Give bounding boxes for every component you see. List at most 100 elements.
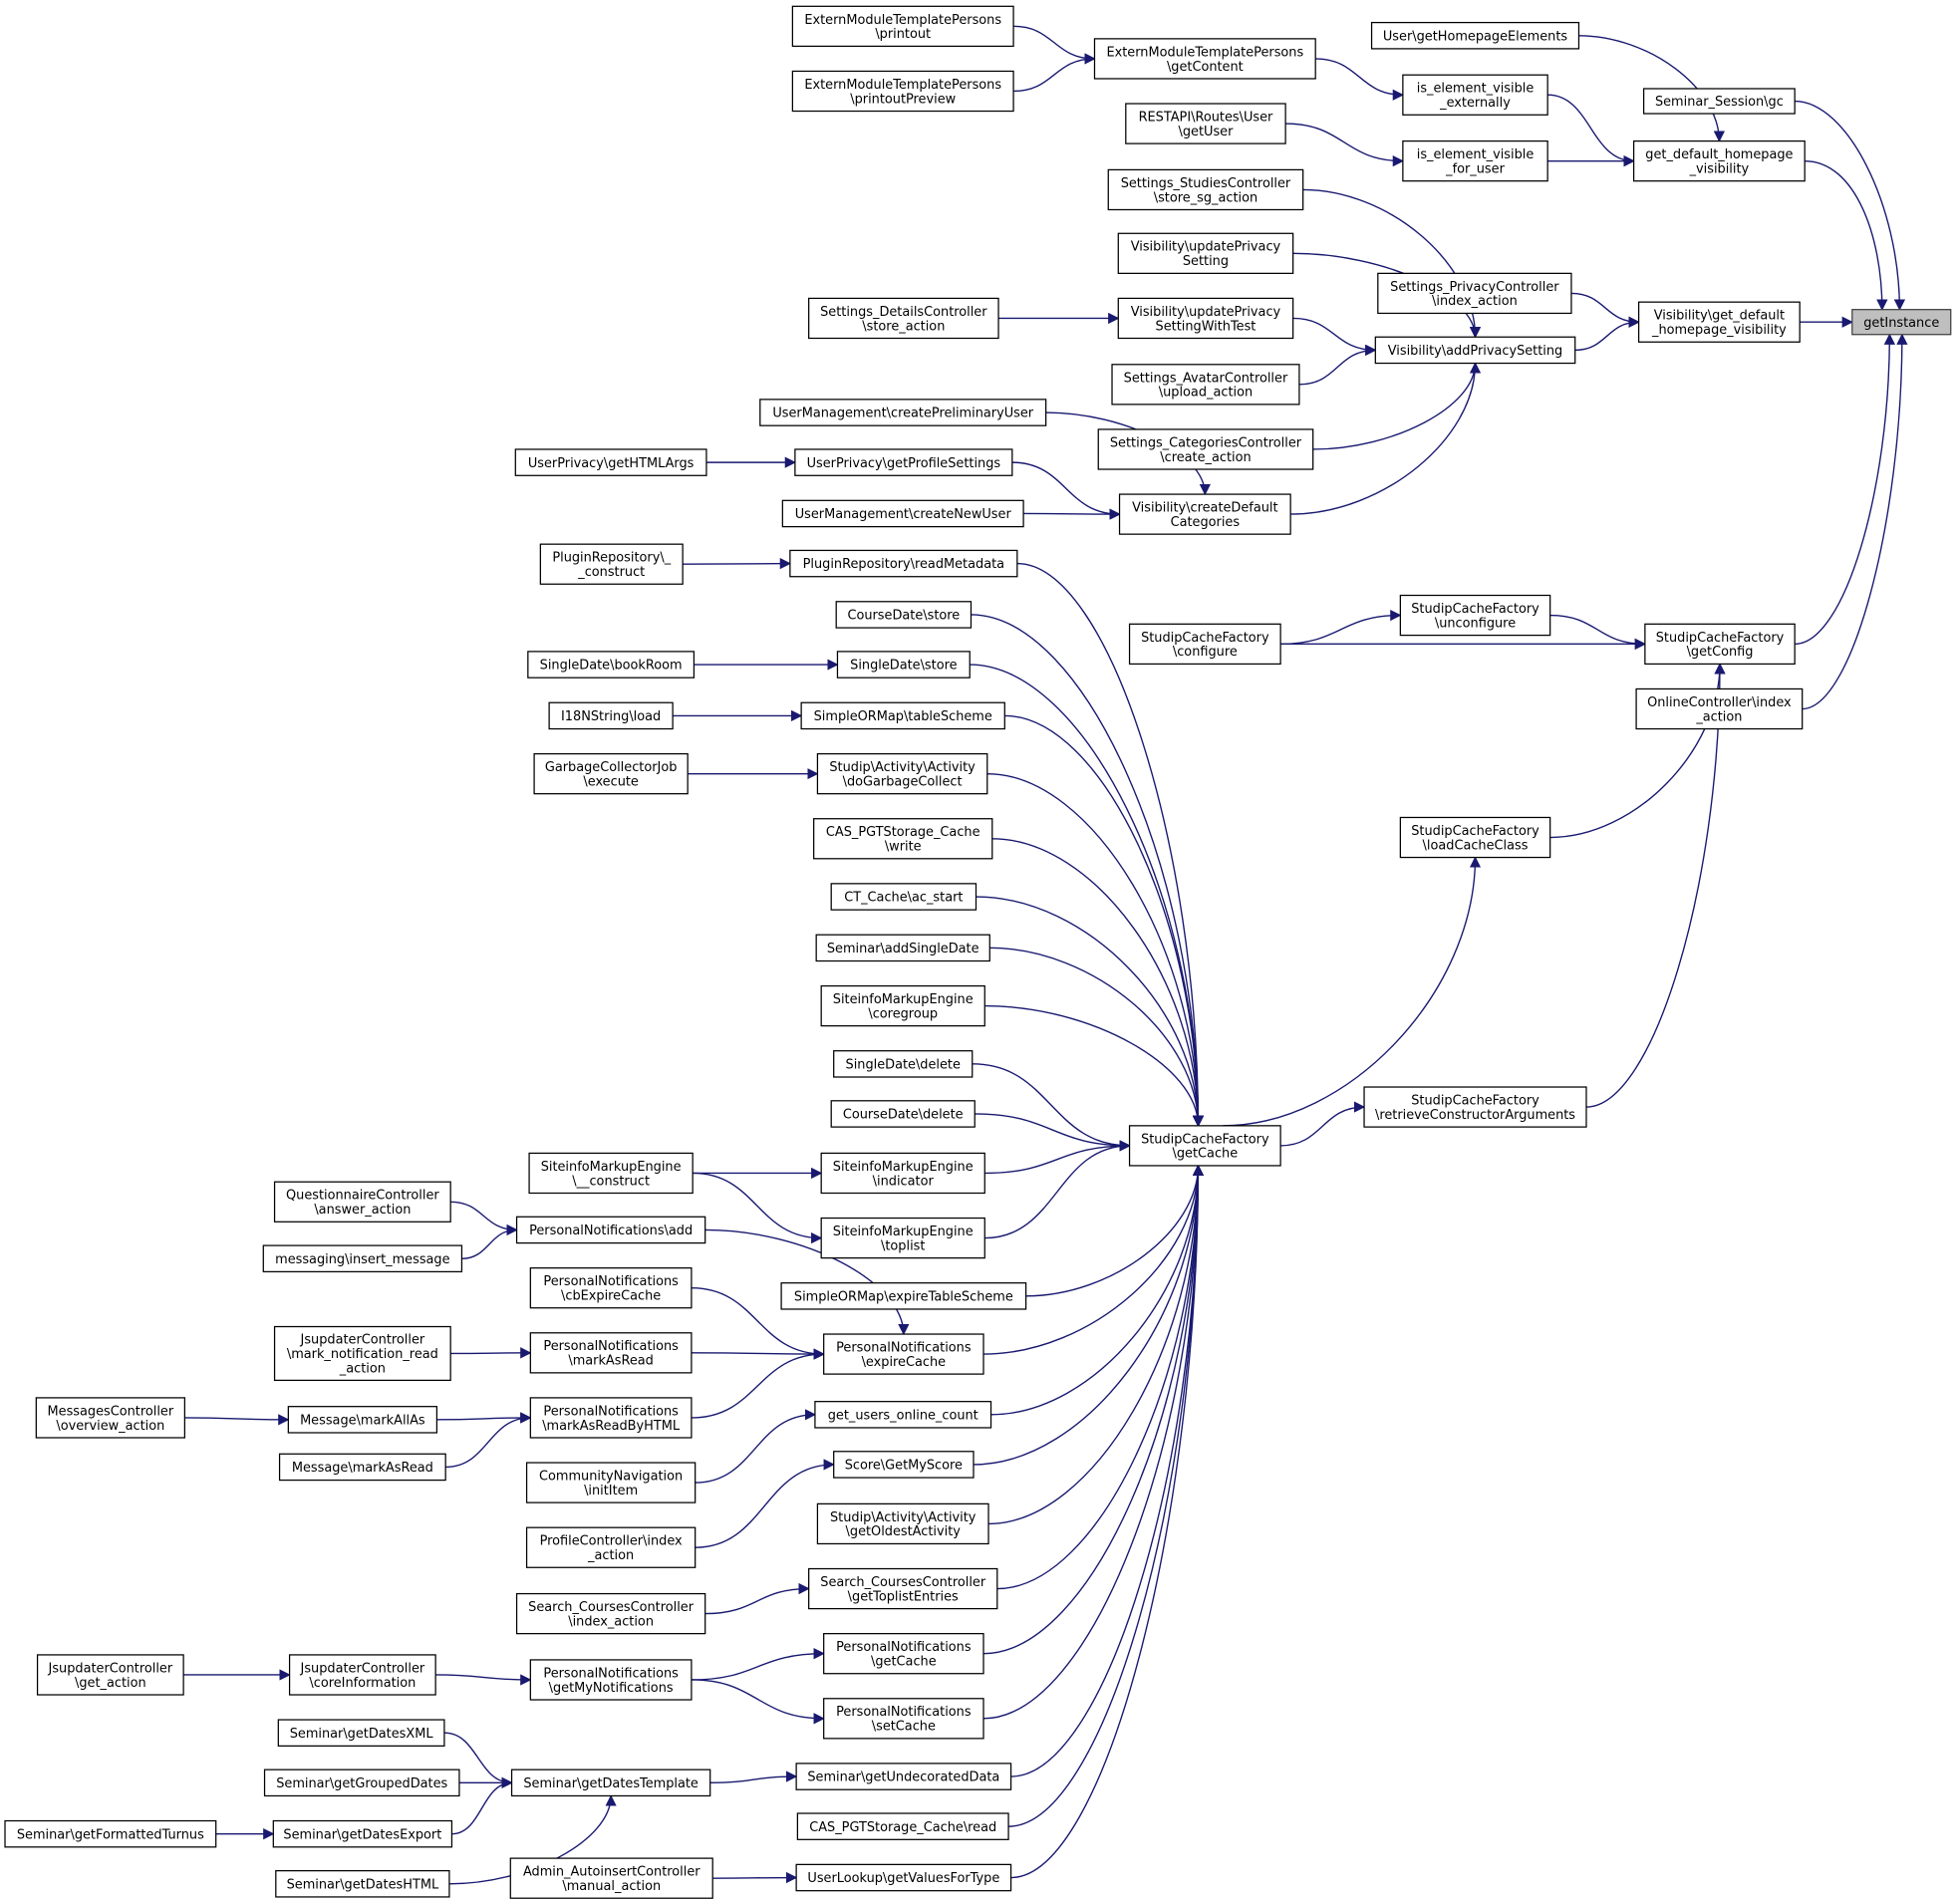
node-usermanagement-createpreliminaryuser[interactable]: UserManagement\createPreliminaryUser [759,399,1047,426]
node-personalnotifications-expirecache[interactable]: PersonalNotifications\expireCache [823,1333,984,1375]
node-label: \markAsReadByHTML [542,1419,681,1434]
node-get-users-online-count[interactable]: get_users_online_count [814,1401,992,1429]
node-label: UserPrivacy\getProfileSettings [807,456,1001,471]
node-personalnotifications-cbexpirecache[interactable]: PersonalNotifications\cbExpireCache [529,1267,693,1309]
node-pluginrepository-construct[interactable]: PluginRepository\__construct [539,543,684,585]
node-studipcachefactory-unconfigure[interactable]: StudipCacheFactory\unconfigure [1399,594,1551,637]
node-get-default-homepage-visibility[interactable]: get_default_homepage_visibility [1632,139,1806,182]
node-box [820,1217,985,1259]
node-admin-autoinsertcontroller-manual-action[interactable]: Admin_AutoinsertController\manual_action [509,1857,713,1899]
node-settings-privacycontroller-index-action[interactable]: Settings_PrivacyController\index_action [1377,272,1572,315]
node-personalnotifications-setcache[interactable]: PersonalNotifications\setCache [823,1698,984,1740]
node-profilecontroller-index-action[interactable]: ProfileController\index_action [525,1526,697,1568]
node-label: Message\markAllAs [300,1413,425,1428]
node-externmoduletemplatepersons-printoutpreview[interactable]: ExternModuleTemplatePersons\printoutPrev… [791,70,1014,113]
node-search-coursescontroller-gettoplistentries[interactable]: Search_CoursesController\getToplistEntri… [808,1567,998,1610]
node-message-markasread[interactable]: Message\markAsRead [278,1453,446,1482]
edge-arrow [1570,292,1640,328]
node-seminar-getgroupeddates[interactable]: Seminar\getGroupedDates [263,1768,460,1797]
node-seminar-getdatesexport[interactable]: Seminar\getDatesExport [272,1819,453,1848]
node-message-markallas[interactable]: Message\markAllAs [287,1406,438,1434]
node-pluginrepository-readmetadata[interactable]: PluginRepository\readMetadata [789,549,1018,578]
node-externmoduletemplatepersons-getcontent[interactable]: ExternModuleTemplatePersons\getContent [1093,38,1316,80]
node-search-coursescontroller-index-action[interactable]: Search_CoursesController\index_action [515,1592,706,1635]
node-simpleormap-expiretablescheme[interactable]: SimpleORMap\expireTableScheme [780,1282,1027,1310]
node-onlinecontroller-index-action[interactable]: OnlineController\index_action [1635,687,1804,730]
node-is-element-visible-for-user[interactable]: is_element_visible_for_user [1402,139,1548,182]
node-box [1117,232,1294,274]
node-questionnairecontroller-answer-action[interactable]: QuestionnaireController\answer_action [273,1181,451,1223]
node-seminar-getformattedturnus[interactable]: Seminar\getFormattedTurnus [4,1819,217,1848]
node-user-gethomepageelements[interactable]: User\getHomepageElements [1370,21,1580,50]
edge-arrow [448,1794,617,1885]
node-settings-avatarcontroller-upload-action[interactable]: Settings_AvatarController\upload_action [1111,364,1300,406]
node-settings-categoriescontroller-create-action[interactable]: Settings_CategoriesController\create_act… [1097,428,1314,470]
node-singledate-store[interactable]: SingleDate\store [836,651,971,679]
node-label: Settings_CategoriesController [1110,435,1302,450]
node-restapi-routes-user-getuser[interactable]: RESTAPI\Routes\User\getUser [1125,103,1286,144]
node-userprivacy-getprofilesettings[interactable]: UserPrivacy\getProfileSettings [794,448,1013,476]
node-garbagecollectorjob-execute[interactable]: GarbageCollectorJob\execute [533,752,689,795]
node-is-element-visible-externally[interactable]: is_element_visible_externally [1402,74,1548,116]
node-ct-cache-ac-start[interactable]: CT_Cache\ac_start [830,883,978,911]
node-visibility-addprivacysetting[interactable]: Visibility\addPrivacySetting [1374,336,1576,365]
node-box [823,1633,984,1675]
node-externmoduletemplatepersons-printout[interactable]: ExternModuleTemplatePersons\printout [791,5,1014,48]
edge-arrow [436,1412,532,1424]
node-visibility-get-default-homepage-visibility[interactable]: Visibility\get_default_homepage_visibili… [1637,301,1801,343]
node-personalnotifications-getmynotifications[interactable]: PersonalNotifications\getMyNotifications [529,1659,693,1701]
node-singledate-bookroom[interactable]: SingleDate\bookRoom [527,651,696,679]
node-jsupdatercontroller-coreinformation[interactable]: JsupdaterController\coreInformation [288,1654,436,1696]
node-userprivacy-gethtmlargs[interactable]: UserPrivacy\getHTMLArgs [514,448,707,476]
node-seminar-session-gc[interactable]: Seminar_Session\gc [1642,88,1796,115]
node-label: JsupdaterController [300,1333,425,1348]
node-i18nstring-load[interactable]: I18NString\load [548,701,674,730]
node-label: Visibility\createDefault [1132,501,1277,516]
node-studipcachefactory-getcache[interactable]: StudipCacheFactory\getCache [1128,1125,1281,1167]
node-personalnotifications-markasread[interactable]: PersonalNotifications\markAsRead [529,1332,693,1374]
node-siteinfomarkupengine-toplist[interactable]: SiteinfoMarkupEngine\toplist [820,1217,985,1259]
node-box [833,1451,975,1479]
node-userlookup-getvaluesfortype[interactable]: UserLookup\getValuesForType [795,1863,1012,1892]
node-seminar-getdatesxml[interactable]: Seminar\getDatesXML [277,1719,445,1747]
node-siteinfomarkupengine-construct[interactable]: SiteinfoMarkupEngine\__construct [528,1152,694,1195]
node-seminar-getdatestemplate[interactable]: Seminar\getDatesTemplate [510,1768,711,1797]
node-coursedate-store[interactable]: CourseDate\store [835,601,973,629]
edge-arrow [1011,461,1121,520]
node-siteinfomarkupengine-indicator[interactable]: SiteinfoMarkupEngine\indicator [820,1152,985,1195]
node-studipcachefactory-configure[interactable]: StudipCacheFactory\configure [1128,623,1281,666]
node-label: UserManagement\createNewUser [795,507,1012,522]
node-score-getmyscore[interactable]: Score\GetMyScore [833,1451,975,1479]
node-studipcachefactory-loadcacheclass[interactable]: StudipCacheFactory\loadCacheClass [1399,816,1551,859]
node-studip-activity-activity-dogarbagecollect[interactable]: Studip\Activity\Activity\doGarbageCollec… [816,752,988,795]
node-messagescontroller-overview-action[interactable]: MessagesController\overview_action [35,1397,186,1439]
node-settings-detailscontroller-store-action[interactable]: Settings_DetailsController\store_action [808,297,999,340]
node-personalnotifications-add[interactable]: PersonalNotifications\add [515,1216,706,1244]
node-studipcachefactory-retrieveconstructorarguments[interactable]: StudipCacheFactory\retrieveConstructorAr… [1363,1086,1587,1128]
edge-arrow [1585,663,1726,1108]
node-cas-pgtstorage-cache-read[interactable]: CAS_PGTStorage_Cache\read [796,1812,1009,1840]
node-studip-activity-activity-getoldestactivity[interactable]: Studip\Activity\Activity\getOldestActivi… [816,1502,989,1545]
node-personalnotifications-getcache[interactable]: PersonalNotifications\getCache [823,1633,984,1675]
node-seminar-getundecorateddata[interactable]: Seminar\getUndecoratedData [795,1763,1012,1790]
node-seminar-addsingledate[interactable]: Seminar\addSingleDate [815,934,990,962]
node-personalnotifications-markasreadbyhtml[interactable]: PersonalNotifications\markAsReadByHTML [529,1397,693,1439]
node-cas-pgtstorage-cache-write[interactable]: CAS_PGTStorage_Cache\write [813,818,993,860]
node-coursedate-delete[interactable]: CourseDate\delete [830,1100,976,1128]
node-simpleormap-tablescheme[interactable]: SimpleORMap\tableScheme [800,701,1005,730]
node-getinstance[interactable]: getInstance [1851,309,1952,336]
node-settings-studiescontroller-store-sg-action[interactable]: Settings_StudiesController\store_sg_acti… [1107,168,1304,211]
node-siteinfomarkupengine-coregroup[interactable]: SiteinfoMarkupEngine\coregroup [820,984,985,1027]
node-jsupdatercontroller-get-action[interactable]: JsupdaterController\get_action [36,1654,184,1696]
node-jsupdatercontroller-mark-notification-read-action[interactable]: JsupdaterController\mark_notification_re… [273,1325,451,1382]
node-singledate-delete[interactable]: SingleDate\delete [833,1050,974,1078]
node-studipcachefactory-getconfig[interactable]: StudipCacheFactory\getConfig [1644,623,1796,666]
node-usermanagement-createnewuser[interactable]: UserManagement\createNewUser [781,499,1024,528]
node-seminar-getdateshtml[interactable]: Seminar\getDatesHTML [275,1870,450,1898]
node-communitynavigation-inititem[interactable]: CommunityNavigation\initItem [525,1462,697,1503]
node-messaging-insert-message[interactable]: messaging\insert_message [262,1244,463,1273]
edge-arrow [1280,609,1402,646]
